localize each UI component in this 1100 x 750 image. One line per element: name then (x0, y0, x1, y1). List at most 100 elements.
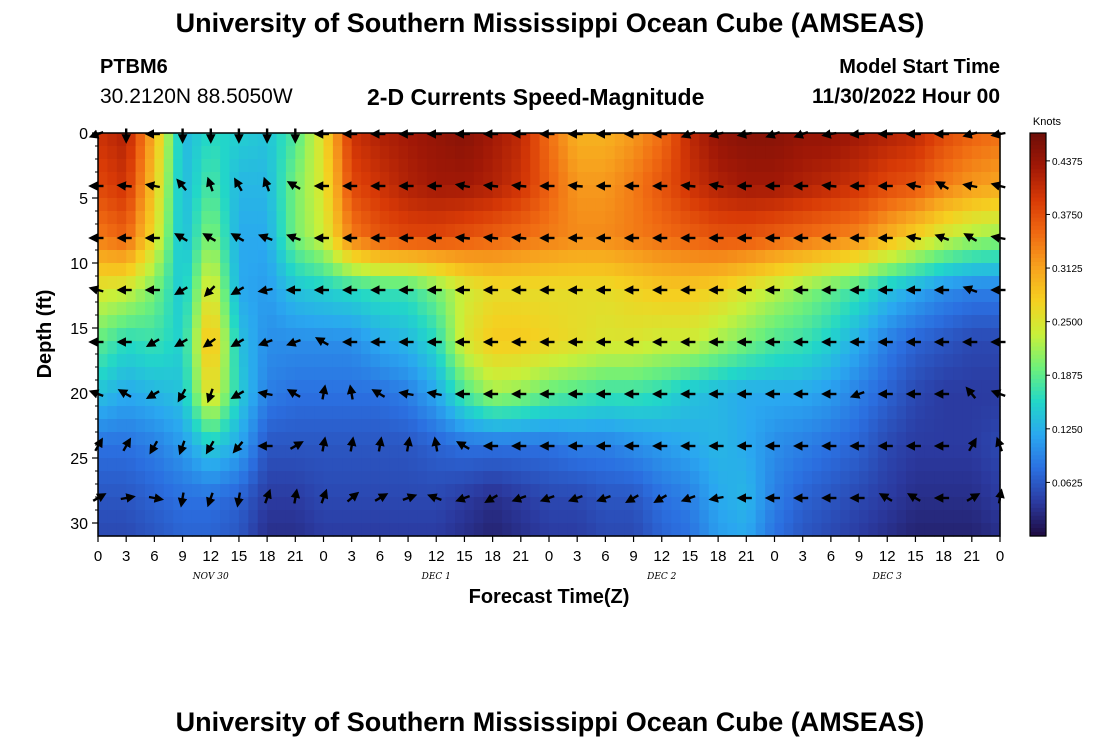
heat-cell (981, 146, 992, 160)
heat-cell (370, 497, 381, 511)
heat-cell (783, 445, 794, 459)
colorbar-cell (1030, 503, 1046, 509)
heat-cell (624, 354, 635, 368)
heat-cell (323, 406, 334, 420)
colorbar-cell (1030, 382, 1046, 388)
heat-cell (267, 237, 278, 251)
heat-cell (783, 276, 794, 290)
heat-cell (98, 172, 108, 186)
heat-cell (116, 419, 127, 433)
heat-cell (812, 250, 823, 264)
colorbar-cell (1030, 298, 1046, 303)
heat-cell (144, 172, 155, 186)
heat-cell (539, 172, 550, 186)
heat-cell (746, 302, 757, 316)
heat-cell (699, 159, 710, 173)
heat-cell (323, 432, 334, 446)
heat-cell (736, 237, 747, 251)
heat-cell (567, 523, 578, 537)
heat-cell (934, 185, 945, 199)
heat-cell (812, 276, 823, 290)
heat-cell (323, 172, 334, 186)
heat-cell (812, 159, 823, 173)
heat-cell (248, 523, 259, 537)
heat-cell (332, 224, 343, 238)
heat-cell (746, 172, 757, 186)
heat-cell (361, 146, 372, 160)
heat-cell (464, 393, 475, 407)
heat-cell (877, 133, 888, 147)
heat-cell (990, 367, 1001, 381)
heat-cell (953, 146, 964, 160)
heat-cell (577, 237, 588, 251)
heat-cell (906, 133, 917, 147)
heat-cell (981, 380, 992, 394)
heat-cell (671, 185, 682, 199)
heat-cell (934, 224, 945, 238)
heat-cell (708, 276, 719, 290)
heat-cell (173, 198, 184, 212)
heat-cell (126, 159, 137, 173)
heat-cell (379, 211, 390, 225)
heat-cell (107, 224, 118, 238)
heat-cell (718, 393, 729, 407)
heat-cell (906, 497, 917, 511)
current-vector (653, 494, 668, 503)
heat-cell (473, 237, 484, 251)
heat-cell (304, 419, 315, 433)
heat-cell (793, 302, 804, 316)
heat-cell (840, 367, 851, 381)
heat-cell (511, 146, 522, 160)
heat-cell (727, 224, 738, 238)
heat-cell (821, 484, 832, 498)
heat-cell (276, 432, 287, 446)
heat-cell (727, 497, 738, 511)
y-tick-label: 10 (70, 256, 88, 273)
heat-cell (661, 380, 672, 394)
heat-cell (210, 133, 221, 147)
heat-cell (605, 237, 616, 251)
heat-cell (586, 198, 597, 212)
heat-cell (830, 211, 841, 225)
heat-cell (492, 497, 503, 511)
heat-cell (962, 276, 973, 290)
heat-cell (201, 237, 212, 251)
heat-cell (567, 458, 578, 472)
heat-cell (774, 159, 785, 173)
heat-cell (398, 419, 409, 433)
heat-cell (248, 185, 259, 199)
current-vector (963, 233, 978, 243)
heat-cell (314, 159, 325, 173)
heat-cell (389, 211, 400, 225)
heat-cell (783, 354, 794, 368)
heat-cell (530, 172, 541, 186)
heat-cell (661, 458, 672, 472)
current-vector (148, 493, 165, 503)
heat-cell (953, 510, 964, 524)
heat-cell (502, 419, 513, 433)
heat-cell (361, 276, 372, 290)
heat-cell (520, 471, 531, 485)
heat-cell (605, 432, 616, 446)
heat-cell (332, 393, 343, 407)
heat-cell (661, 250, 672, 264)
heat-cell (953, 445, 964, 459)
heat-cell (971, 341, 982, 355)
heat-cell (173, 159, 184, 173)
heat-cell (98, 250, 108, 264)
heat-cell (746, 159, 757, 173)
heat-cell (981, 315, 992, 329)
heat-cell (342, 224, 353, 238)
heat-cell (361, 497, 372, 511)
heat-cell (351, 432, 362, 446)
heat-cell (191, 419, 202, 433)
heat-cell (436, 445, 447, 459)
heat-cell (417, 276, 428, 290)
heat-cell (98, 289, 108, 303)
heat-cell (455, 497, 466, 511)
heat-cell (981, 510, 992, 524)
heat-cell (793, 276, 804, 290)
heat-cell (361, 211, 372, 225)
heat-cell (361, 289, 372, 303)
x-tick-label: 21 (287, 548, 304, 565)
